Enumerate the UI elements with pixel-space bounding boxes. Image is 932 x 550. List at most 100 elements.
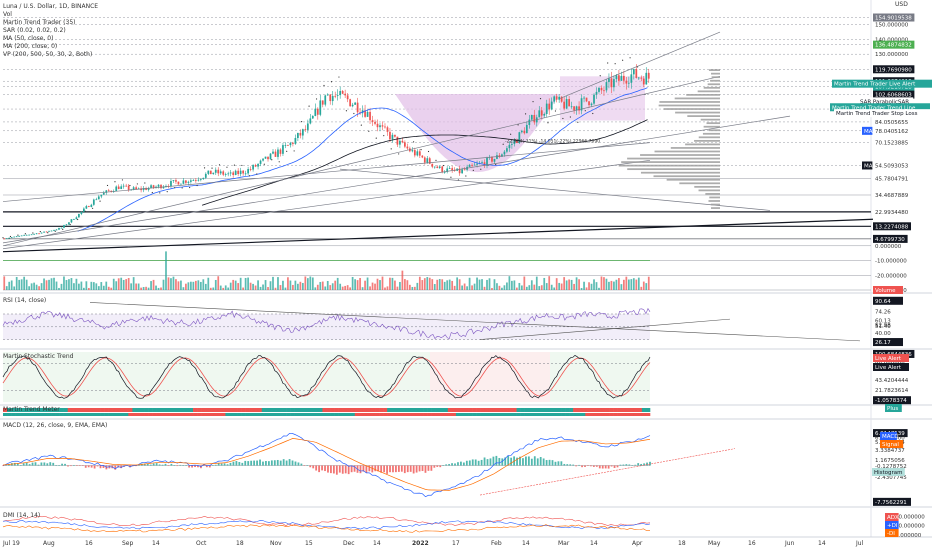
volume-bar	[292, 284, 294, 290]
indicator-mtt[interactable]: Martin Trend Trader (35)	[3, 19, 76, 26]
trend-meter-cell	[342, 408, 348, 412]
volume-bar	[498, 285, 501, 290]
trend-meter-cell	[358, 413, 364, 416]
time-axis-label: 14	[818, 540, 826, 547]
candle-body	[217, 169, 220, 174]
dmi-title[interactable]: DMI (14, 14)	[3, 512, 41, 519]
trend-meter-cell	[496, 408, 501, 412]
trend-meter-cell	[330, 408, 335, 412]
volume-profile-bar	[640, 171, 720, 174]
macd-title[interactable]: MACD (12, 26, close, 9, EMA, EMA)	[3, 422, 108, 429]
volume-bar	[374, 283, 376, 290]
trend-meter-cell	[75, 413, 81, 416]
macd-histogram-bar	[214, 464, 217, 466]
rsi-tick-label: 60.13	[875, 318, 891, 324]
macd-histogram-bar	[545, 460, 548, 466]
volume-bar	[234, 280, 237, 290]
volume-bar	[530, 280, 533, 290]
candle-body	[438, 166, 441, 168]
volume-bar	[483, 286, 486, 290]
trend-meter-cell	[573, 413, 578, 416]
trend-meter-cell	[209, 408, 214, 412]
trend-meter-cell	[391, 413, 396, 416]
volume-bar	[351, 276, 354, 290]
trend-meter-cell	[225, 413, 230, 416]
candle-body	[618, 75, 620, 81]
volume-bar	[199, 281, 202, 290]
volume-bar	[613, 281, 615, 290]
trend-meter-cell	[399, 408, 404, 412]
time-axis-label: Oct	[196, 540, 207, 547]
trend-meter-cell	[3, 408, 8, 412]
trend-meter-cell	[19, 413, 24, 416]
candle-body	[267, 156, 269, 160]
volume-bar	[324, 286, 327, 290]
trend-meter-cell	[318, 408, 323, 412]
candle-body	[87, 206, 90, 207]
trend-meter-cell	[237, 413, 242, 416]
sar-dot	[218, 164, 221, 166]
candle-body	[237, 170, 240, 175]
volume-bar	[284, 287, 287, 290]
indicator-ma200[interactable]: MA (200, close, 0)	[3, 43, 58, 50]
macd-histogram-bar	[468, 460, 471, 466]
time-axis-label: Apr	[632, 540, 643, 547]
trend-meter-cell	[265, 408, 271, 412]
macd-histogram-bar	[427, 465, 430, 471]
trend-meter-cell	[569, 413, 574, 416]
candle-body	[379, 125, 381, 128]
candle-body	[68, 222, 70, 225]
macd-histogram-bar	[539, 457, 542, 466]
candle-body	[100, 194, 103, 197]
sar-dot	[263, 163, 265, 165]
candle-body	[65, 224, 68, 226]
macd-histogram-bar	[344, 465, 347, 474]
volume-bar	[625, 276, 628, 290]
indicator-sar[interactable]: SAR (0.02, 0.02, 0.2)	[3, 27, 66, 34]
trend-meter-cell	[447, 408, 453, 412]
chart-title[interactable]: Luna / U.S. Dollar, 1D, BINANCE	[3, 3, 99, 10]
macd-histogram-bar	[495, 455, 498, 466]
volume-bar	[5, 286, 8, 290]
trend-meter-cell	[273, 413, 279, 416]
candle-body	[471, 164, 473, 166]
indicator-vp[interactable]: VP (200, 500, 50, 30, 2, Both)	[3, 51, 93, 58]
macd-histogram-bar	[282, 459, 285, 466]
volume-bar	[262, 284, 264, 290]
volume-bar	[25, 279, 28, 290]
trend-meter-cell	[407, 413, 412, 416]
macd-histogram-bar	[601, 465, 604, 469]
volume-bar	[297, 283, 299, 290]
volume-bar	[269, 281, 272, 290]
trend-meter-cell	[209, 413, 214, 416]
sar-label: SAR ParabolicSAR	[860, 99, 909, 105]
volume-bar	[538, 286, 541, 290]
candle-body	[282, 145, 284, 154]
volume-profile-bar	[708, 200, 720, 202]
stoch-title[interactable]: Martin Stochastic Trend	[3, 353, 74, 360]
volume-bar	[443, 281, 446, 290]
candle-body	[199, 179, 202, 180]
rsi-title[interactable]: RSI (14, close)	[3, 297, 47, 304]
candle-body	[615, 75, 618, 80]
volume-bar	[75, 278, 78, 290]
trend-meter-cell	[423, 413, 428, 416]
candle-body	[25, 234, 28, 236]
sar-dot	[577, 121, 579, 123]
trend-meter-cell	[15, 408, 20, 412]
indicator-vol[interactable]: Vol	[3, 11, 12, 18]
candle-body	[30, 234, 33, 236]
trend-meter-cell	[395, 413, 400, 416]
candle-body	[254, 165, 257, 167]
trend-meter-title[interactable]: Martin Trend Meter	[3, 406, 60, 413]
volume-bar	[68, 279, 70, 290]
volume-bar	[287, 277, 289, 290]
volume-bar	[446, 280, 449, 290]
volume-bar	[137, 283, 140, 290]
indicator-ma50[interactable]: MA (50, close, 0)	[3, 35, 54, 42]
trend-meter-cell	[350, 408, 356, 412]
stoch-tick-label: 43.4204444	[875, 378, 909, 384]
trend-meter-cell	[585, 413, 590, 416]
macd-histogram-bar	[291, 460, 294, 466]
trend-meter-cell	[532, 413, 538, 416]
